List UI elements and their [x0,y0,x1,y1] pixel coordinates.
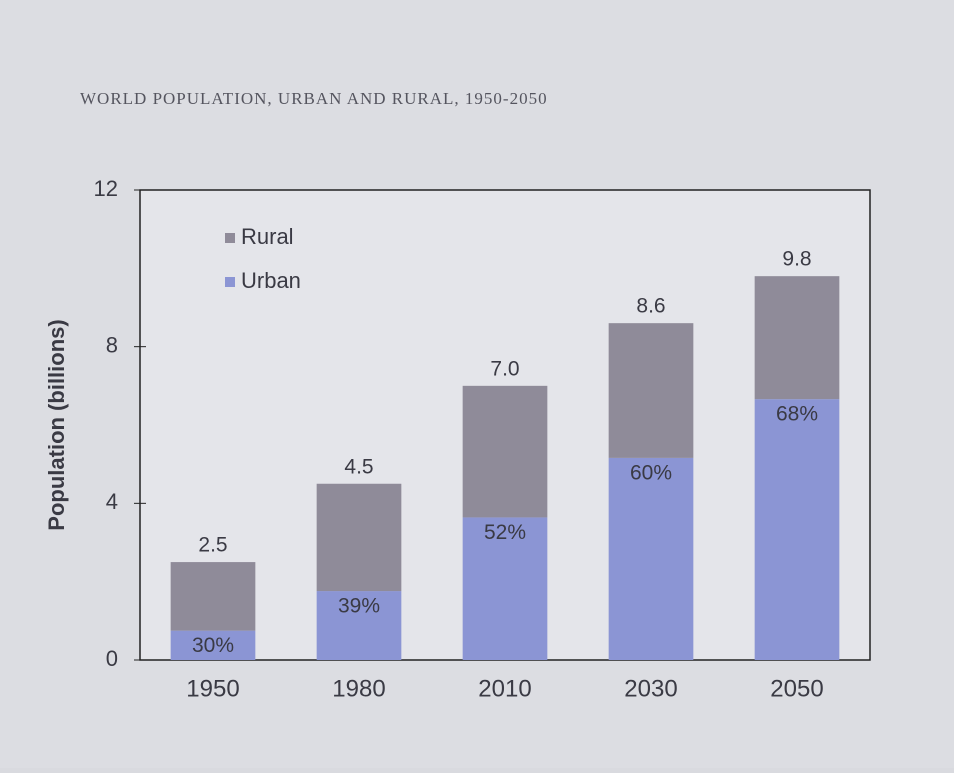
bar-segment [754,276,840,400]
x-tick-label: 2010 [478,675,531,702]
chart-title: WORLD POPULATION, URBAN AND RURAL, 1950-… [80,89,548,108]
bar-segment [608,457,694,660]
share-label: 30% [192,634,234,657]
legend-label: Rural [241,224,294,249]
total-label: 7.0 [490,357,519,380]
bar-segment [462,385,548,518]
total-label: 8.6 [636,295,665,318]
share-label: 68% [776,403,818,426]
x-tick-label: 1950 [186,675,239,702]
bar-segment [754,399,840,660]
bar-segment [170,562,256,631]
total-label: 4.5 [344,455,373,478]
bar-segment [462,517,548,660]
y-tick-label: 0 [106,646,118,671]
bar-segment [608,323,694,458]
legend-label: Urban [241,268,301,293]
bar-segment [316,483,402,592]
y-axis-label: Population (billions) [44,319,69,530]
x-tick-label: 1980 [332,675,385,702]
legend-swatch [225,233,235,243]
share-label: 60% [630,461,672,484]
x-tick-label: 2030 [624,675,677,702]
y-tick-label: 4 [106,489,118,514]
total-label: 2.5 [198,534,227,557]
x-tick-label: 2050 [770,675,823,702]
total-label: 9.8 [782,248,811,271]
bar-segment [316,591,402,660]
y-tick-label: 8 [106,332,118,357]
y-tick-label: 12 [94,176,118,201]
legend-swatch [225,277,235,287]
bar-segment [170,630,256,660]
share-label: 52% [484,521,526,544]
share-label: 39% [338,595,380,618]
